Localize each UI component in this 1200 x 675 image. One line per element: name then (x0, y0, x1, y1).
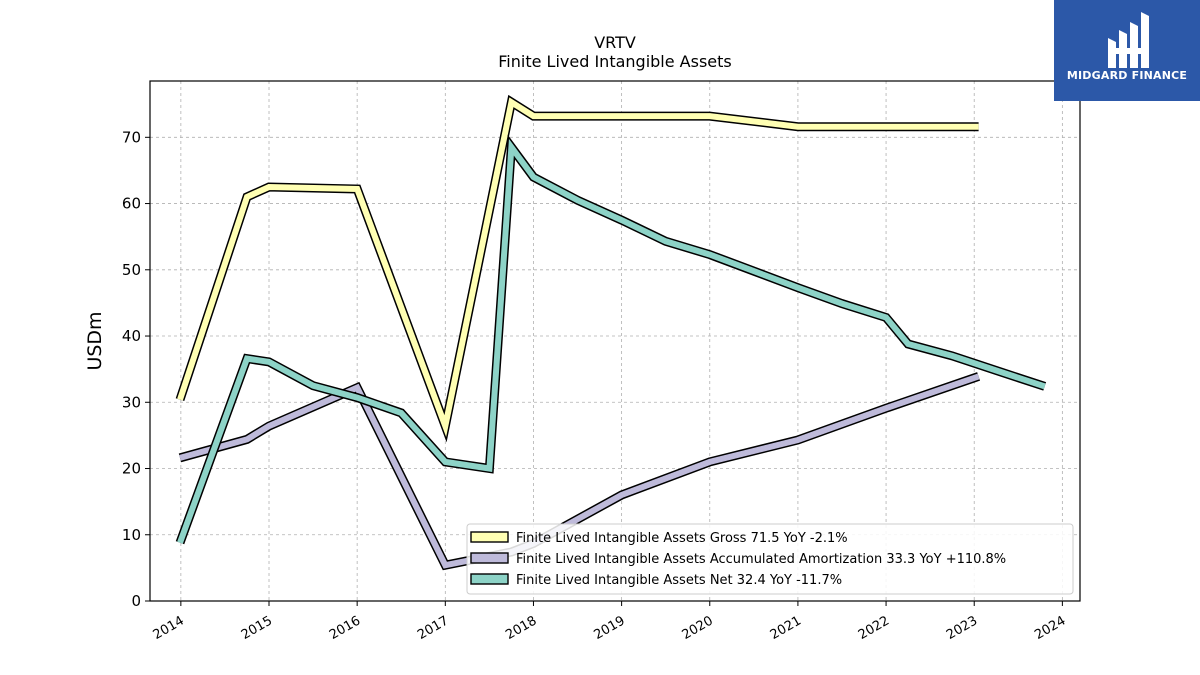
y-tick-label: 30 (122, 393, 141, 411)
y-tick-label: 40 (122, 327, 141, 345)
y-tick-label: 0 (131, 592, 141, 610)
logo-text: MIDGARD FINANCE (1066, 69, 1188, 82)
legend-label: Finite Lived Intangible Assets Accumulat… (516, 552, 1006, 567)
y-tick-label: 50 (122, 261, 141, 279)
series-layer (175, 94, 1047, 571)
legend-label: Finite Lived Intangible Assets Gross 71.… (516, 531, 848, 546)
x-tick-label: 2020 (680, 613, 716, 643)
midgard-logo-icon (1108, 12, 1149, 68)
chart-subtitle: Finite Lived Intangible Assets (498, 52, 731, 71)
y-tick-label: 10 (122, 526, 141, 544)
legend-swatch (470, 552, 509, 564)
x-tick-label: 2024 (1032, 613, 1068, 643)
y-tick-label: 70 (122, 128, 141, 146)
x-tick-label: 2016 (327, 613, 363, 643)
x-tick-label: 2015 (239, 613, 275, 643)
x-tick-label: 2019 (591, 613, 627, 643)
y-tick-label: 60 (122, 195, 141, 213)
legend[interactable]: Finite Lived Intangible Assets Gross 71.… (466, 523, 1074, 595)
y-tick-label: 20 (122, 460, 141, 478)
x-tick-label: 2017 (415, 613, 451, 643)
series-line (177, 138, 1046, 544)
grid (150, 81, 1080, 602)
legend-box (466, 523, 1074, 595)
series-line (177, 97, 979, 437)
legend-swatch (470, 531, 509, 543)
x-tick-label: 2022 (856, 613, 892, 643)
legend-label: Finite Lived Intangible Assets Net 32.4 … (516, 573, 842, 588)
x-tick-label: 2014 (151, 613, 187, 643)
legend-swatch (470, 573, 509, 585)
brand-logo: MIDGARD FINANCE (1054, 0, 1200, 101)
plot-frame (149, 80, 1081, 602)
chart-title: VRTV (594, 33, 636, 52)
x-tick-label: 2021 (768, 613, 804, 643)
y-axis-label: USDm (84, 311, 106, 370)
x-tick-label: 2018 (503, 613, 539, 643)
x-tick-label: 2023 (944, 613, 980, 643)
